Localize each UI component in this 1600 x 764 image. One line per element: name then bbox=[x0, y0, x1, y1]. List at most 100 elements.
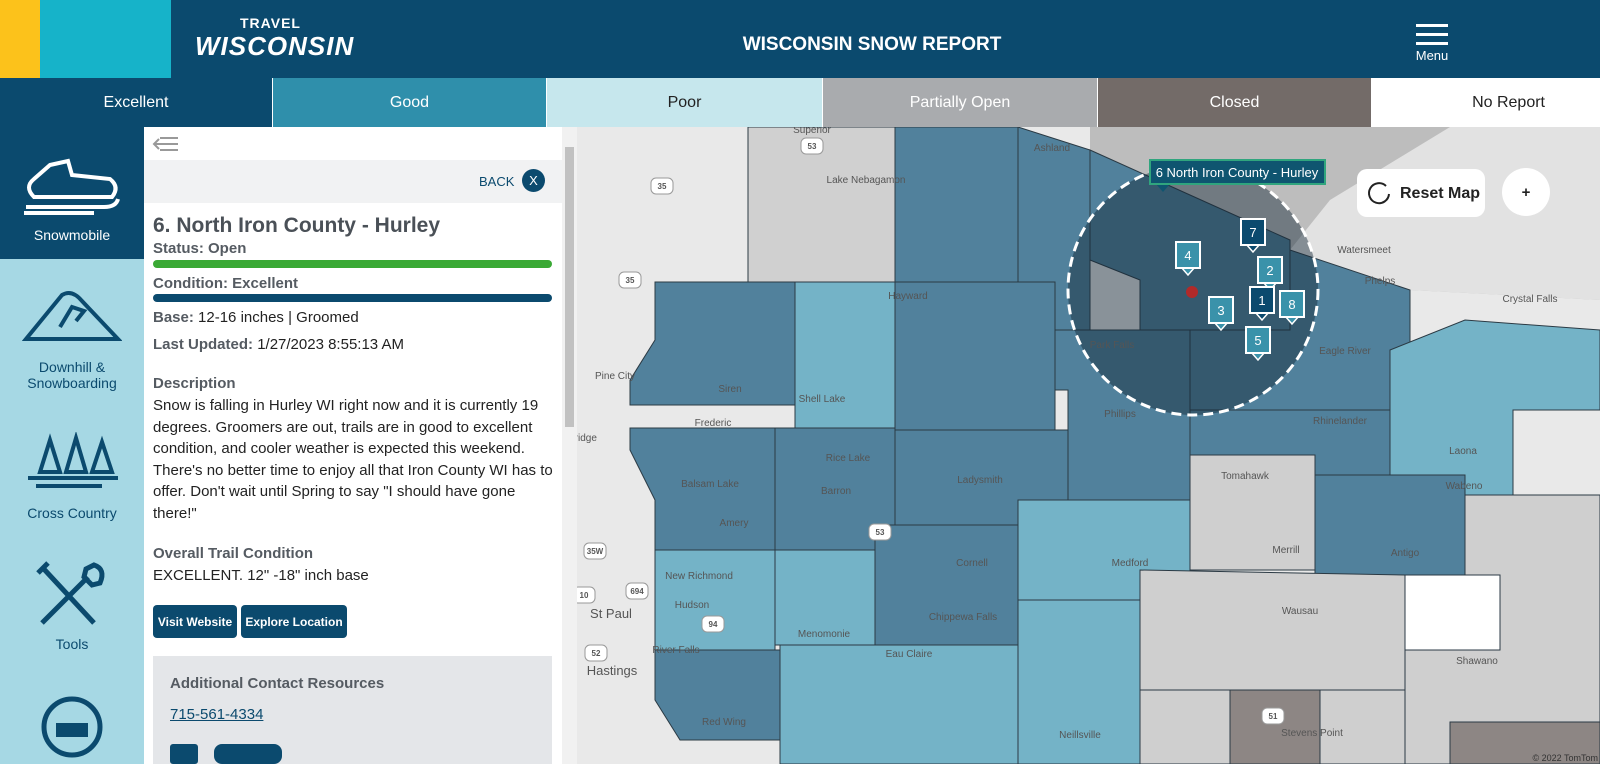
zoom-in-button[interactable] bbox=[1502, 168, 1550, 216]
highway-number: 694 bbox=[630, 587, 644, 596]
highway-number: 94 bbox=[709, 620, 718, 629]
nav-label[interactable]: Tools bbox=[55, 636, 89, 652]
phone-link[interactable]: 715-561-4334 bbox=[170, 706, 264, 723]
highway-shield bbox=[650, 177, 674, 195]
condition: Excellent bbox=[232, 275, 299, 292]
downhill-icon bbox=[22, 291, 122, 341]
legend-item: No Report bbox=[1372, 78, 1600, 127]
place-label: Eagle River bbox=[1319, 346, 1371, 357]
marker[interactable] bbox=[1257, 256, 1283, 284]
base: 12-16 inches | Groomed bbox=[198, 309, 359, 326]
logo-top: TRAVEL bbox=[240, 15, 301, 31]
place-label: Barron bbox=[821, 486, 851, 497]
close-button[interactable]: X bbox=[522, 169, 545, 192]
place-label: Ladysmith bbox=[957, 475, 1003, 486]
place-label: Rice Lake bbox=[826, 453, 871, 464]
marker-number[interactable]: 1 bbox=[1258, 293, 1265, 308]
county bbox=[894, 127, 1019, 283]
nav-label[interactable]: Cross Country bbox=[27, 505, 117, 521]
place-label: Crystal Falls bbox=[1502, 294, 1557, 305]
place-label: Wabeno bbox=[1446, 481, 1483, 492]
visit-website-button[interactable]: Visit Website bbox=[153, 605, 237, 638]
county bbox=[1139, 569, 1406, 691]
marker[interactable] bbox=[1249, 286, 1275, 314]
overall-condition: EXCELLENT. 12" -18" inch base bbox=[153, 567, 369, 584]
reset-map-button[interactable] bbox=[1357, 169, 1485, 217]
legend-item: Poor bbox=[547, 78, 822, 127]
place-label: Hayward bbox=[888, 291, 927, 302]
marker[interactable] bbox=[1240, 218, 1266, 246]
copyright: © 2022 TomTom bbox=[1533, 753, 1599, 763]
highway-number: 10 bbox=[580, 591, 589, 600]
county bbox=[1139, 689, 1231, 764]
explore-location-button[interactable]: Explore Location bbox=[241, 605, 347, 638]
highway-shield bbox=[701, 615, 725, 633]
scrollbar-thumb bbox=[565, 147, 574, 427]
social-button[interactable] bbox=[214, 744, 282, 764]
brand-stripe bbox=[40, 0, 171, 78]
marker[interactable] bbox=[1208, 296, 1234, 324]
place-label: Wausau bbox=[1282, 606, 1318, 617]
reset-map-label[interactable]: Reset Map bbox=[1400, 185, 1480, 202]
condition-label: Condition: bbox=[153, 275, 228, 292]
overall-heading: Overall Trail Condition bbox=[153, 545, 314, 562]
marker-number[interactable]: 2 bbox=[1266, 263, 1273, 278]
marker[interactable] bbox=[1175, 241, 1201, 269]
back-bar bbox=[144, 160, 562, 203]
tooltip-text: 6 North Iron County - Hurley bbox=[1156, 165, 1319, 180]
social-button[interactable] bbox=[170, 744, 198, 764]
highway-number: 53 bbox=[808, 142, 817, 151]
back-link[interactable]: BACK bbox=[479, 174, 515, 189]
nav-active bbox=[0, 127, 144, 259]
status-label: Status: bbox=[153, 240, 204, 257]
nav-icon bbox=[41, 696, 103, 758]
highway-number: 35W bbox=[587, 547, 604, 556]
description: Snow is falling in Hurley WI right now a… bbox=[153, 397, 553, 522]
logo[interactable]: WISCONSIN bbox=[195, 31, 355, 61]
menu-label[interactable]: Menu bbox=[1415, 48, 1449, 63]
marker[interactable] bbox=[1279, 290, 1305, 318]
place-label: Phillips bbox=[1104, 409, 1136, 420]
county bbox=[654, 649, 781, 741]
place-label: Antigo bbox=[1391, 548, 1420, 559]
place-label: Cornell bbox=[956, 558, 988, 569]
place-label: Stevens Point bbox=[1281, 728, 1343, 739]
base-label: Base: bbox=[153, 309, 194, 326]
collapse-icon[interactable] bbox=[152, 135, 180, 153]
highway-shield bbox=[584, 644, 608, 662]
marker-number[interactable]: 3 bbox=[1217, 303, 1224, 318]
county bbox=[1404, 574, 1501, 651]
place-label: Phelps bbox=[1365, 276, 1396, 287]
place-label: Eau Claire bbox=[886, 649, 933, 660]
place-label: Lake Nebagamon bbox=[827, 175, 906, 186]
tooltip-pointer bbox=[1156, 184, 1170, 192]
place-label: Hastings bbox=[587, 663, 638, 678]
nav-label[interactable]: Snowmobile bbox=[33, 227, 111, 243]
marker-number[interactable]: 8 bbox=[1288, 297, 1295, 312]
marker-number[interactable]: 5 bbox=[1254, 333, 1261, 348]
highway-shield bbox=[800, 137, 824, 155]
highway-shield bbox=[625, 582, 649, 600]
map[interactable]: Superior Lake Nebagamon Ashland Watersmeet C… bbox=[577, 127, 1600, 764]
condition-bar bbox=[153, 294, 552, 302]
place-label: River Falls bbox=[652, 645, 699, 656]
zoom-in-label[interactable]: + bbox=[1522, 184, 1531, 201]
county bbox=[779, 644, 1019, 764]
header: TRAVEL WISCONSIN WISCONSIN SNOW REPORT M… bbox=[0, 0, 1600, 78]
marker-number[interactable]: 7 bbox=[1249, 225, 1256, 240]
place-label: Amery bbox=[720, 518, 749, 529]
place-label: Ashland bbox=[1034, 143, 1070, 154]
place-label: Siren bbox=[718, 384, 741, 395]
resort-title: 6. North Iron County - Hurley bbox=[153, 214, 441, 237]
status-bar bbox=[153, 260, 552, 268]
marker-number[interactable]: 4 bbox=[1184, 248, 1191, 263]
legend-item: Excellent bbox=[0, 78, 272, 127]
county bbox=[629, 281, 796, 406]
tooltip bbox=[1149, 159, 1326, 185]
marker[interactable] bbox=[1245, 326, 1271, 354]
legend-item: Partially Open bbox=[823, 78, 1097, 127]
highway-shield bbox=[868, 523, 892, 541]
menu-button[interactable] bbox=[1416, 24, 1448, 45]
nav-label[interactable]: Downhill & Snowboarding bbox=[27, 359, 117, 391]
